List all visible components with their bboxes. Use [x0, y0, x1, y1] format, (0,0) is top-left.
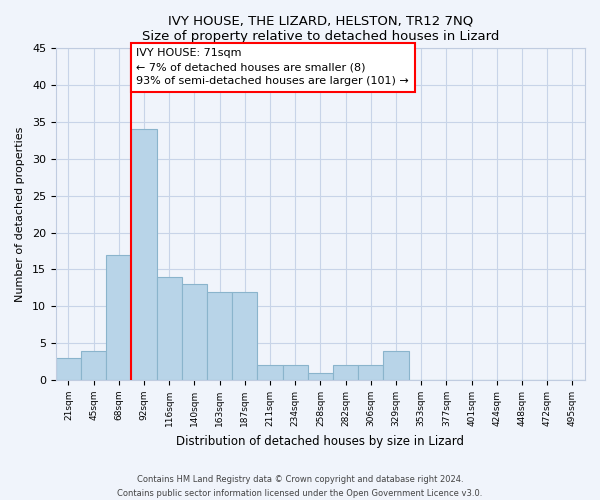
Bar — [383, 350, 409, 380]
Bar — [131, 130, 157, 380]
Bar — [257, 366, 283, 380]
Bar — [157, 277, 182, 380]
Bar — [358, 366, 383, 380]
Bar — [283, 366, 308, 380]
Bar — [106, 254, 131, 380]
Bar — [81, 350, 106, 380]
Bar — [232, 292, 257, 380]
Y-axis label: Number of detached properties: Number of detached properties — [15, 126, 25, 302]
Bar — [207, 292, 232, 380]
X-axis label: Distribution of detached houses by size in Lizard: Distribution of detached houses by size … — [176, 434, 464, 448]
Text: IVY HOUSE: 71sqm
← 7% of detached houses are smaller (8)
93% of semi-detached ho: IVY HOUSE: 71sqm ← 7% of detached houses… — [136, 48, 409, 86]
Bar — [182, 284, 207, 380]
Bar — [308, 372, 333, 380]
Title: IVY HOUSE, THE LIZARD, HELSTON, TR12 7NQ
Size of property relative to detached h: IVY HOUSE, THE LIZARD, HELSTON, TR12 7NQ… — [142, 15, 499, 43]
Bar — [56, 358, 81, 380]
Text: Contains HM Land Registry data © Crown copyright and database right 2024.
Contai: Contains HM Land Registry data © Crown c… — [118, 476, 482, 498]
Bar — [333, 366, 358, 380]
